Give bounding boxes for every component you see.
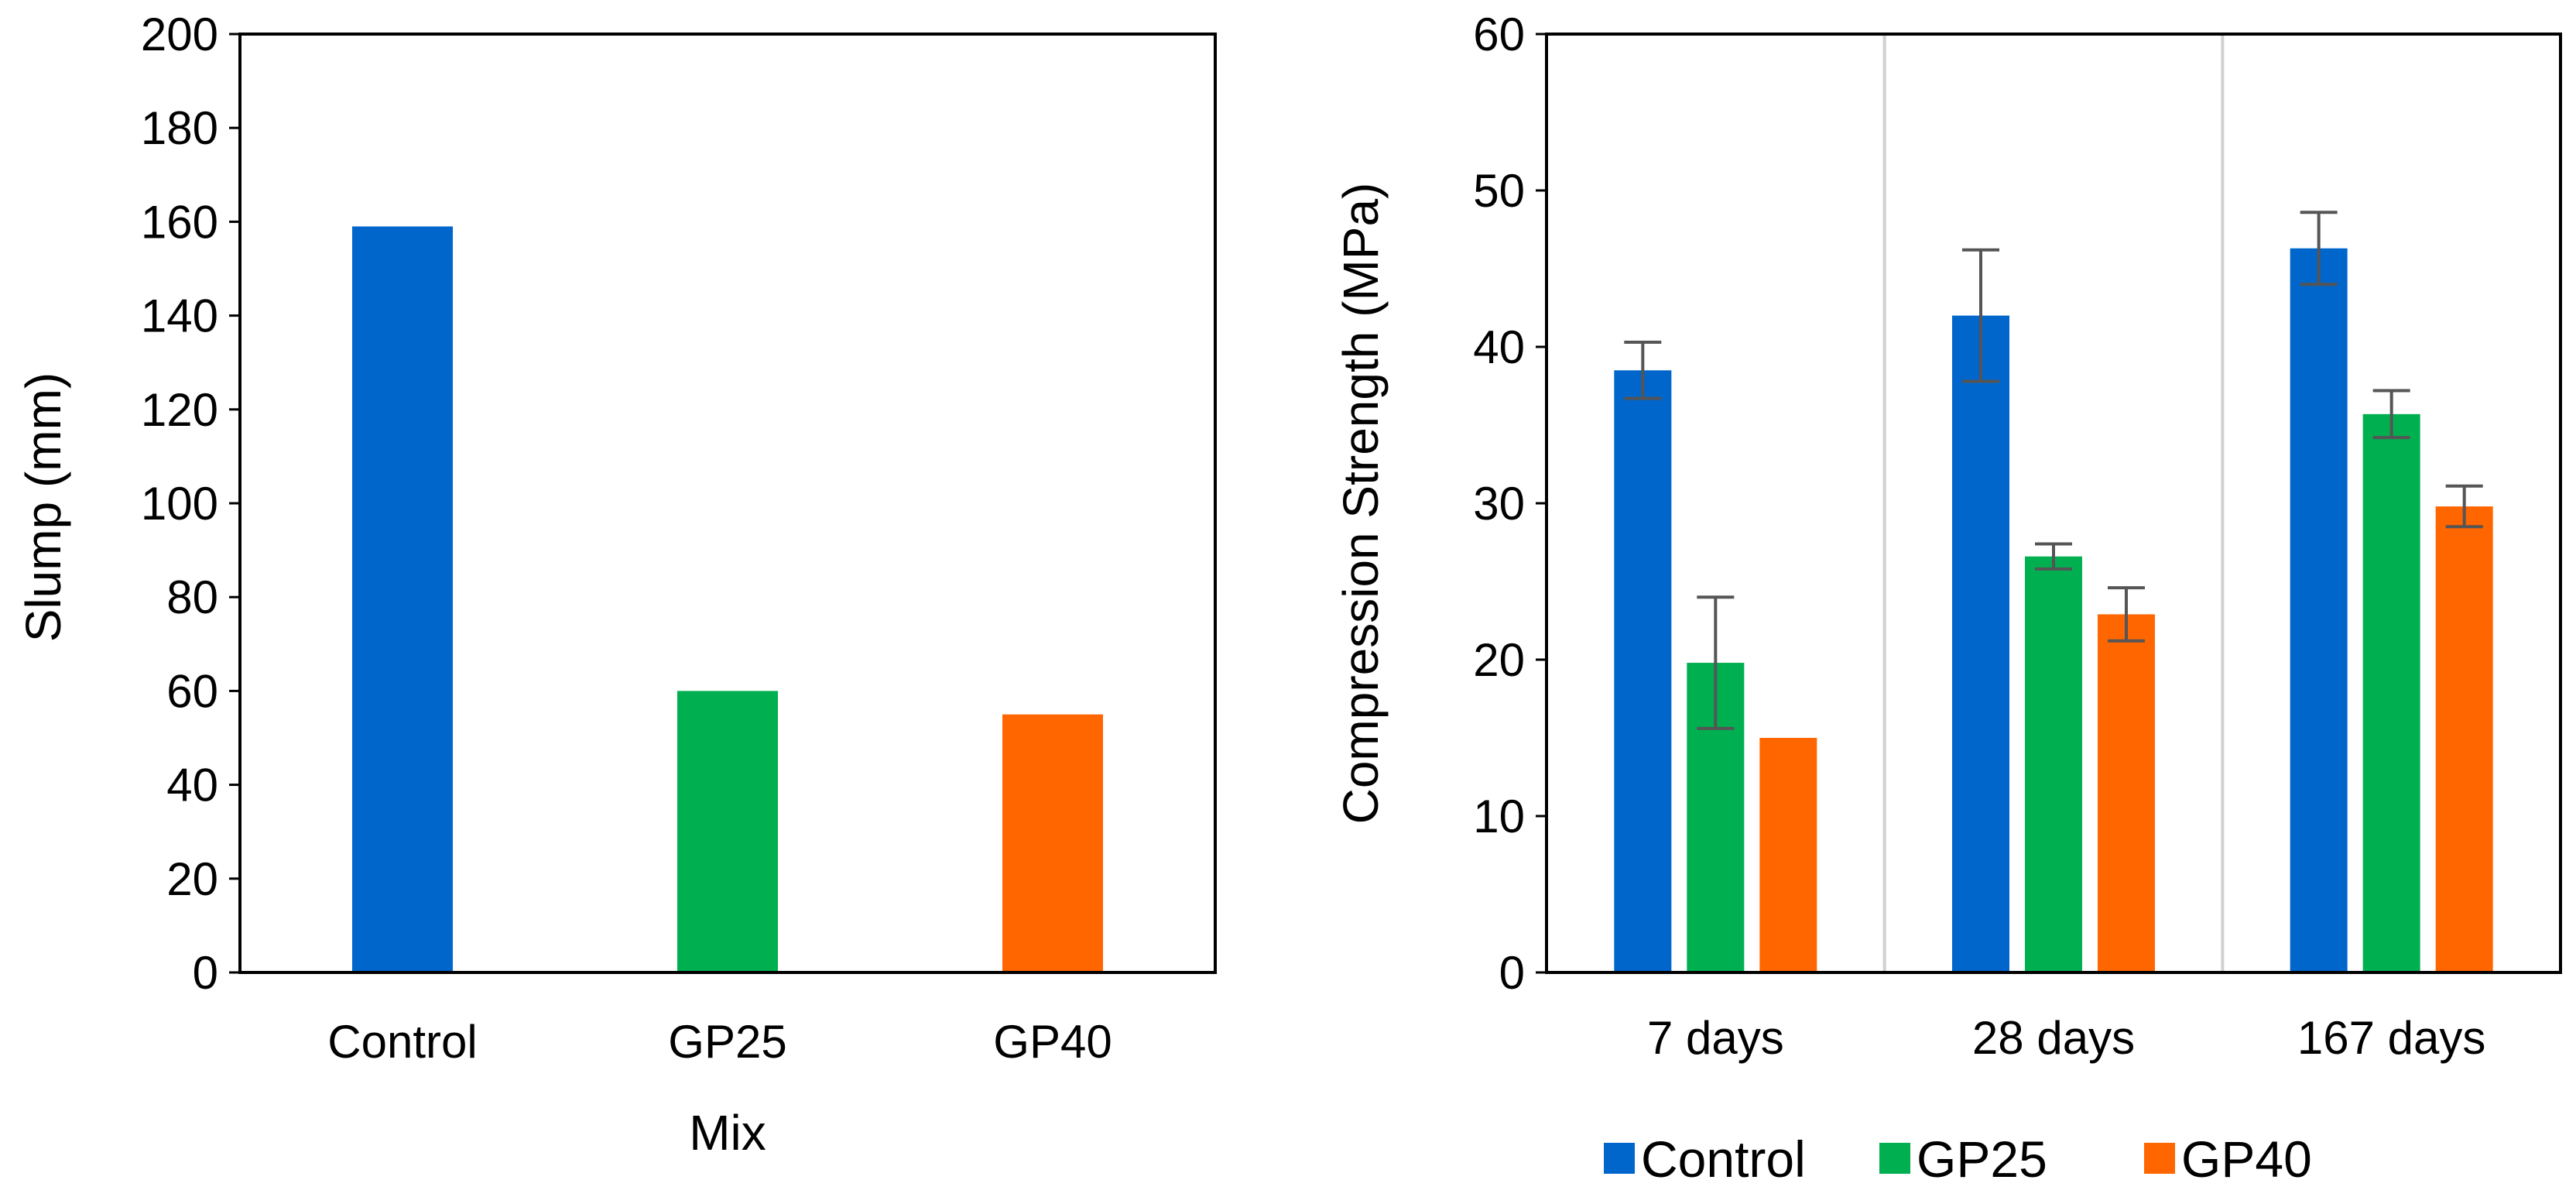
error-bar — [1697, 595, 1735, 730]
slump-y-tick-label: 140 — [141, 290, 218, 342]
error-bar — [2108, 586, 2145, 643]
slump-y-ticks: 0 20 40 60 80 100 120 140 160 180 200 — [141, 9, 240, 999]
compression-x-tick-label: 7 days — [1647, 1012, 1784, 1064]
legend-swatch — [2144, 1143, 2175, 1174]
compression-error-bars — [1624, 211, 2483, 730]
slump-y-axis-title: Slump (mm) — [15, 372, 71, 642]
slump-chart: Slump (mm) Mix 0 20 40 60 80 100 120 140 160 180 2… — [15, 9, 1217, 1161]
error-bar — [2445, 484, 2483, 529]
compression-y-tick-label: 50 — [1473, 165, 1525, 217]
slump-y-tick-label: 60 — [166, 665, 218, 717]
slump-bar-gp40 — [1002, 714, 1103, 972]
compression-y-tick-label: 40 — [1473, 321, 1525, 373]
compression-bar-gp25 — [2025, 556, 2082, 972]
compression-bar-gp25 — [2362, 413, 2420, 972]
legend-label: GP40 — [2181, 1130, 2312, 1188]
slump-y-tick-label: 180 — [141, 102, 218, 154]
compression-x-tick-label: 28 days — [1972, 1012, 2135, 1064]
compression-y-ticks: 0 10 20 30 40 50 60 — [1473, 9, 1547, 999]
compression-chart: Compression Strength (MPa) 0 10 20 30 40 50 60… — [1333, 9, 2562, 1188]
slump-x-ticks: Control GP25 GP40 — [327, 1016, 1112, 1068]
slump-bar-control — [352, 226, 453, 973]
compression-y-tick-label: 10 — [1473, 791, 1525, 842]
legend-item-gp40: GP40 — [2144, 1130, 2312, 1188]
compression-bar-control — [1614, 370, 1672, 972]
compression-bar-gp40 — [1759, 738, 1817, 972]
legend-label: GP25 — [1917, 1130, 2047, 1188]
compression-bars — [1614, 248, 2493, 973]
compression-y-tick-label: 60 — [1473, 9, 1525, 60]
compression-y-tick-label: 20 — [1473, 634, 1525, 686]
compression-y-tick-label: 0 — [1499, 947, 1525, 999]
error-bar — [2035, 542, 2072, 571]
error-bar — [2372, 389, 2410, 440]
compression-y-tick-label: 30 — [1473, 478, 1525, 530]
slump-bars — [352, 226, 1103, 973]
legend-swatch — [1604, 1143, 1635, 1174]
slump-y-tick-label: 20 — [166, 853, 218, 905]
compression-bar-gp40 — [2098, 614, 2155, 972]
slump-y-tick-label: 200 — [141, 9, 218, 60]
slump-y-tick-label: 80 — [166, 571, 218, 623]
slump-x-tick-label: GP40 — [993, 1016, 1112, 1068]
compression-x-tick-label: 167 days — [2297, 1012, 2486, 1064]
error-bar — [1624, 340, 1662, 400]
compression-bar-control — [2290, 248, 2348, 972]
slump-y-tick-label: 100 — [141, 478, 218, 530]
slump-y-tick-label: 160 — [141, 196, 218, 248]
compression-y-axis-title: Compression Strength (MPa) — [1333, 183, 1389, 825]
slump-x-axis-title: Mix — [689, 1105, 766, 1161]
legend-swatch — [1879, 1143, 1910, 1174]
error-bar — [2300, 211, 2338, 286]
slump-bar-gp25 — [677, 691, 778, 972]
legend-item-control: Control — [1604, 1130, 1806, 1188]
slump-y-tick-label: 40 — [166, 760, 218, 811]
compression-category-separators — [1882, 34, 2225, 972]
compression-plot-frame — [1545, 33, 2562, 974]
compression-x-ticks: 7 days 28 days 167 days — [1647, 1012, 2485, 1064]
slump-y-tick-label: 120 — [141, 384, 218, 436]
slump-x-tick-label: GP25 — [668, 1016, 786, 1068]
error-bar — [1962, 248, 1999, 383]
slump-y-tick-label: 0 — [193, 947, 218, 999]
legend-item-gp25: GP25 — [1879, 1130, 2047, 1188]
compression-bar-gp40 — [2435, 506, 2493, 972]
slump-x-tick-label: Control — [327, 1016, 477, 1068]
legend-label: Control — [1641, 1130, 1806, 1188]
slump-plot-frame — [238, 33, 1217, 974]
compression-bar-control — [1952, 315, 2009, 973]
compression-legend: Control GP25 GP40 — [1604, 1130, 2312, 1188]
